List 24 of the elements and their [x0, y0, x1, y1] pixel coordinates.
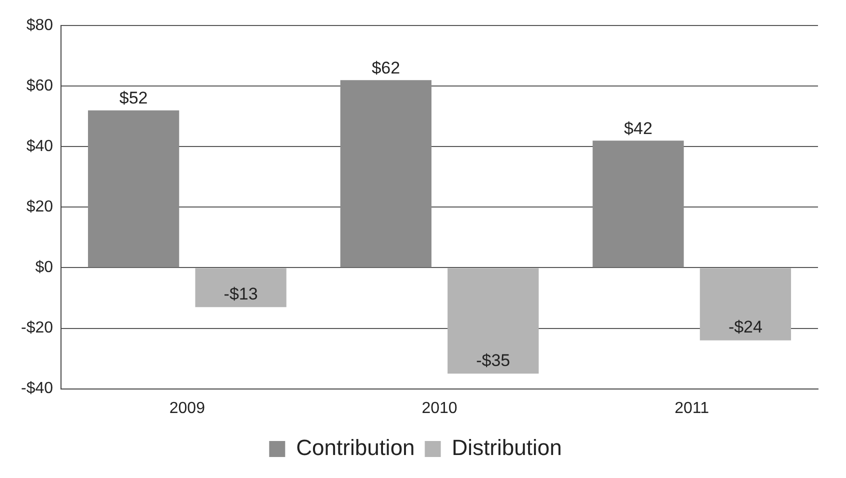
bar	[448, 268, 539, 374]
data-label: $62	[372, 58, 400, 78]
data-label: -$24	[728, 318, 762, 337]
bar	[195, 268, 286, 308]
bar	[700, 268, 792, 340]
bar	[88, 110, 180, 268]
y-tick-label: -$40	[20, 380, 54, 398]
y-tick-label: $20	[26, 198, 54, 216]
bar	[340, 80, 432, 268]
data-label: $52	[119, 88, 148, 108]
legend-label: Contribution	[296, 435, 415, 460]
y-tick-label: $0	[35, 259, 54, 276]
data-label: -$35	[476, 350, 510, 370]
data-label: -$13	[224, 284, 258, 304]
data-label: $42	[624, 118, 652, 138]
x-tick-label: 2010	[422, 400, 458, 417]
y-tick-label: $60	[26, 78, 54, 95]
y-tick-label: $40	[26, 138, 54, 156]
y-tick-label: -$20	[20, 320, 54, 337]
legend-label: Distribution	[452, 435, 562, 460]
x-tick-label: 2011	[674, 400, 710, 417]
y-tick-label: $80	[26, 17, 54, 34]
bar	[592, 140, 684, 268]
x-tick-label: 2009	[169, 400, 206, 417]
